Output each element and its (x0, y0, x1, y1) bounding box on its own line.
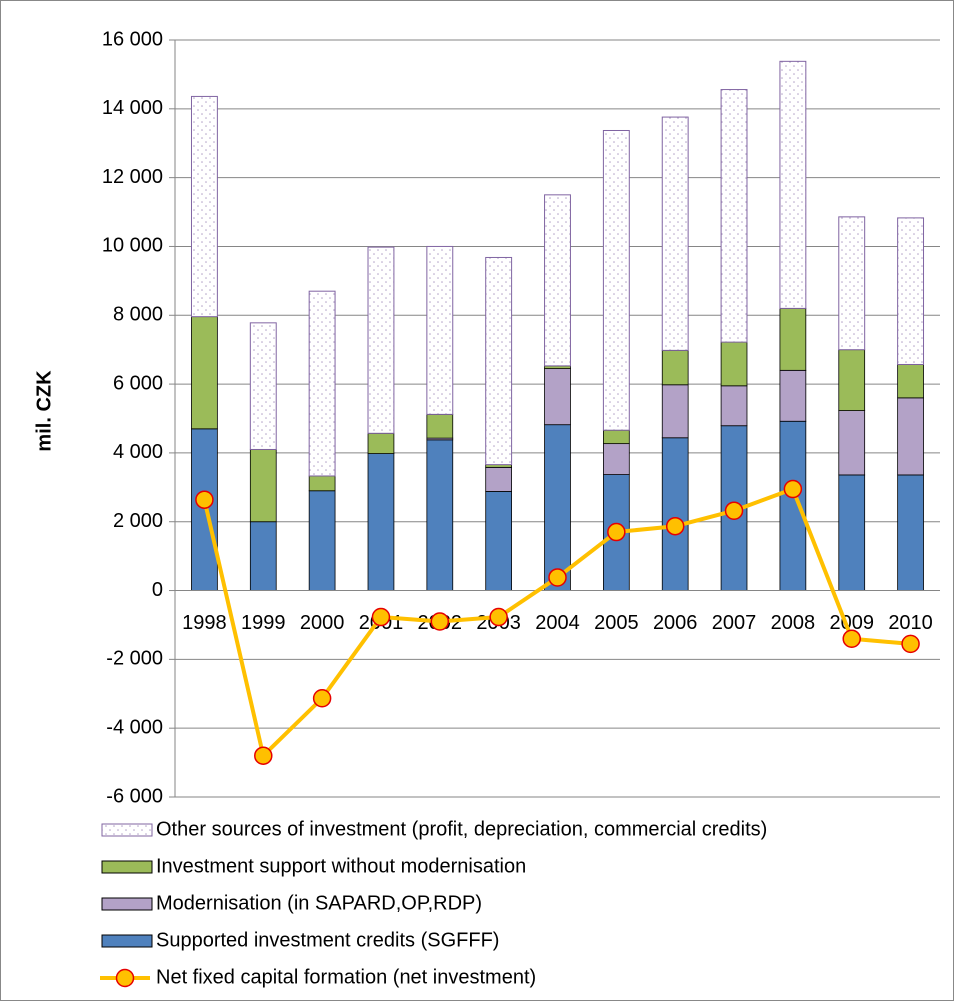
bar-segment (661, 437, 689, 591)
x-tick-label: 2010 (888, 612, 933, 634)
y-tick-label: 6 000 (113, 372, 163, 394)
legend-label: Net fixed capital formation (net investm… (156, 966, 536, 988)
bar-segment (485, 256, 513, 466)
bar-segment (838, 410, 866, 476)
line-marker (607, 522, 626, 542)
bar-segment (308, 475, 336, 492)
bar-segment (485, 491, 513, 591)
x-tick-label: 2007 (712, 612, 757, 634)
line-marker (312, 688, 332, 708)
line-marker (254, 746, 273, 765)
bar-segment (191, 428, 218, 591)
legend-swatch (101, 897, 153, 911)
y-tick-label: -2 000 (106, 648, 163, 670)
bar-segment (661, 116, 689, 351)
x-tick-label: 2009 (829, 612, 874, 634)
y-tick-label: 4 000 (113, 441, 163, 463)
x-tick-label: 2000 (300, 612, 345, 634)
line-marker (783, 479, 803, 499)
bar-segment (779, 60, 807, 309)
bar-segment (426, 413, 454, 439)
legend-swatch (115, 968, 135, 988)
y-tick-label: 8 000 (113, 304, 163, 326)
bar-segment (897, 397, 924, 476)
bar-segment (249, 322, 277, 450)
bar-segment (779, 369, 807, 422)
line-marker (842, 629, 861, 648)
bar-segment (544, 194, 571, 367)
bar-segment (544, 368, 571, 426)
bar-segment (897, 364, 924, 399)
bar-segment (603, 429, 630, 445)
legend-label: Investment support without modernisation (156, 855, 526, 877)
y-tick-label: 10 000 (102, 235, 163, 257)
y-tick-label: 16 000 (102, 28, 163, 50)
line-marker (724, 501, 744, 520)
bar-segment (779, 420, 807, 591)
bar-segment (485, 466, 513, 492)
bar-segment (838, 474, 866, 591)
bar-segment (897, 474, 924, 591)
y-tick-label: -4 000 (106, 716, 163, 738)
bar-segment (661, 384, 689, 439)
y-axis-label: mil. CZK (33, 370, 55, 452)
legend-swatch (101, 934, 153, 948)
line-marker (195, 490, 214, 509)
legend-label: Other sources of investment (profit, dep… (156, 818, 767, 840)
legend-swatch (101, 860, 153, 874)
line-marker (901, 634, 920, 654)
bar-segment (426, 439, 454, 591)
y-tick-label: 2 000 (113, 510, 163, 532)
bar-segment (249, 521, 277, 591)
legend-label: Supported investment credits (SGFFF) (156, 929, 499, 951)
bar-segment (720, 89, 748, 343)
line-marker (548, 568, 567, 587)
bar-segment (602, 129, 630, 431)
bar-segment (367, 432, 395, 454)
bar-segment (308, 290, 336, 477)
bar-segment (190, 95, 218, 318)
y-tick-label: 12 000 (102, 166, 163, 188)
bar-segment (720, 341, 748, 387)
x-tick-label: 1999 (241, 612, 286, 634)
y-tick-label: -6 000 (106, 785, 163, 807)
legend-label: Modernisation (in SAPARD,OP,RDP) (156, 892, 482, 914)
bar-segment (897, 217, 925, 365)
line-marker (665, 516, 685, 536)
bar-segment (603, 443, 630, 475)
bar-segment (426, 245, 454, 415)
bar-segment (838, 349, 866, 411)
bar-segment (249, 449, 277, 523)
bar-segment (661, 349, 689, 386)
x-tick-label: 2005 (594, 612, 639, 634)
line-marker (371, 607, 391, 627)
line-marker (489, 607, 508, 627)
x-tick-label: 2004 (535, 612, 580, 634)
y-tick-label: 0 (152, 579, 163, 601)
bar-segment (779, 307, 807, 371)
bar-segment (720, 385, 748, 427)
legend-swatch (101, 823, 153, 837)
bar-segment (544, 424, 571, 591)
x-tick-label: 2006 (653, 612, 698, 634)
bar-segment (838, 216, 866, 351)
bar-segment (191, 316, 218, 430)
line-marker (430, 612, 450, 631)
x-tick-label: 1998 (182, 612, 227, 634)
bar-segment (308, 490, 336, 591)
bar-segment (367, 246, 395, 434)
x-tick-label: 2008 (771, 612, 816, 634)
bar-segment (367, 453, 395, 591)
y-tick-label: 14 000 (102, 97, 163, 119)
